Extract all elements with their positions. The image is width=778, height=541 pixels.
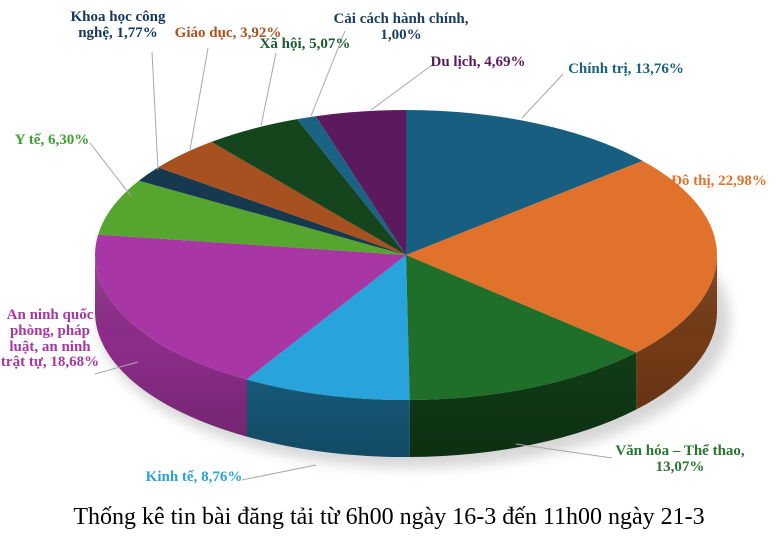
pie-slice-kinh-te — [246, 255, 410, 401]
leader-line-an-ninh-quoc-phong — [94, 361, 139, 375]
slice-label-chinh-tri: Chính trị, 13,76% — [568, 61, 684, 77]
leader-line-du-lich — [370, 64, 433, 111]
leader-line-kinh-te — [241, 464, 317, 481]
pie-wall-shade-van-hoa-the-thao — [409, 352, 637, 457]
pie-slice-xa-hoi — [211, 119, 406, 255]
leader-line-chinh-tri — [521, 73, 564, 119]
pie-wall-shade-kinh-te — [246, 379, 410, 458]
pie-slice-van-hoa-the-thao — [406, 255, 637, 400]
pie-slice-chinh-tri — [406, 110, 643, 255]
slice-label-y-te: Y tế, 6,30% — [14, 132, 90, 148]
leader-line-y-te — [89, 142, 132, 197]
pie-wall-shade-do-thi — [636, 255, 718, 410]
leader-line-giao-duc — [189, 47, 209, 151]
slice-label-du-lich: Du lịch, 4,69% — [430, 54, 526, 70]
slice-label-xa-hoi: Xã hội, 5,07% — [259, 36, 351, 52]
slice-label-cai-cach-hanh-chinh: Cải cách hành chính, 1,00% — [333, 11, 469, 43]
pie-slice-an-ninh-quoc-phong — [94, 234, 406, 380]
leader-line-xa-hoi — [260, 52, 277, 127]
pie-slice-cai-cach-hanh-chinh — [297, 116, 406, 255]
chart-title: Thống kê tin bài đăng tải từ 6h00 ngày 1… — [73, 504, 705, 530]
pie-slice-y-te — [98, 180, 406, 255]
slice-label-khoa-hoc-cong-nghe: Khoa học công nghệ, 1,77% — [70, 9, 166, 41]
leader-line-khoa-hoc-cong-nghe — [151, 51, 159, 171]
leader-line-van-hoa-the-thao — [515, 443, 613, 459]
slice-label-giao-duc: Giáo dục, 3,92% — [174, 25, 282, 41]
pie-slice-du-lich — [315, 109, 406, 255]
slice-label-kinh-te: Kinh tế, 8,76% — [145, 469, 243, 485]
slice-label-an-ninh-quoc-phong: An ninh quốc phòng, pháp luật, an ninh t… — [0, 307, 100, 371]
leader-line-cai-cach-hanh-chinh — [310, 30, 346, 117]
pie-slice-khoa-hoc-cong-nghe — [138, 167, 406, 255]
slice-label-van-hoa-the-thao: Văn hóa – Thể thao, 13,07% — [615, 443, 745, 475]
pie-slice-giao-duc — [158, 141, 406, 255]
pie-wall-shade-an-ninh-quoc-phong — [95, 255, 247, 437]
slice-label-do-thi: Đô thị, 22,98% — [671, 173, 767, 189]
pie-slice-do-thi — [406, 160, 717, 353]
